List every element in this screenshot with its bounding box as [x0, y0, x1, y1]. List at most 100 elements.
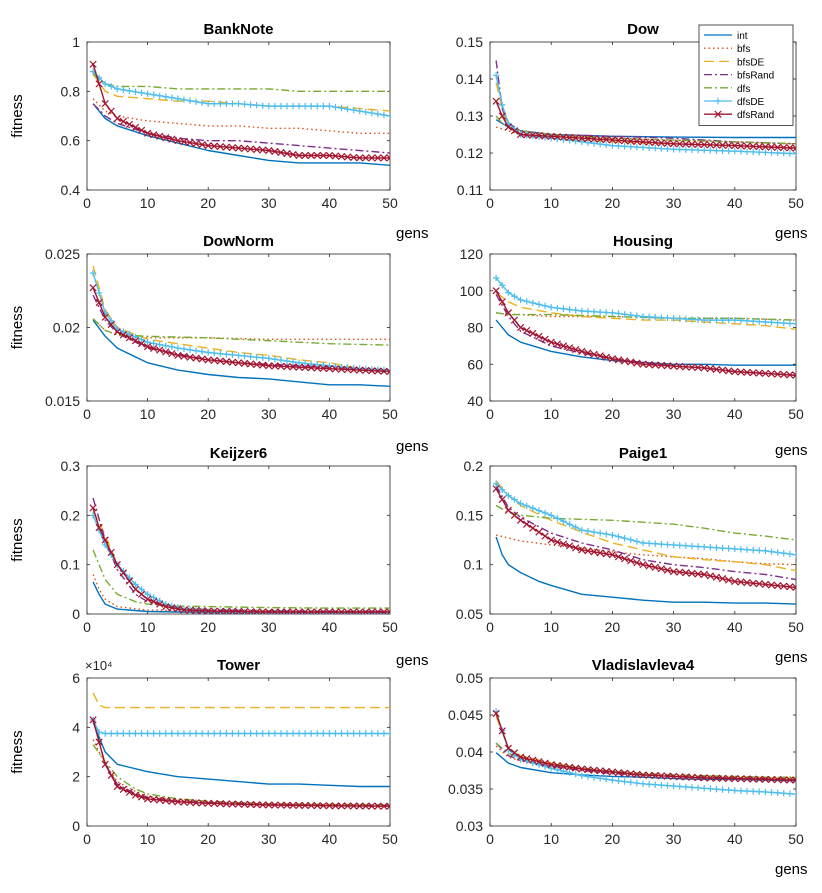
data-point-dfsRand [535, 528, 543, 536]
data-point-dfsRand [663, 139, 672, 148]
data-point-dfsRand [755, 775, 763, 783]
data-point-dfsRand [180, 606, 188, 614]
data-point-dfsDE [241, 352, 248, 360]
data-point-dfsDE [731, 787, 738, 794]
y-tick-label: 0.02 [53, 320, 80, 336]
data-point-dfsRand [89, 716, 97, 724]
chart-title: Tower [217, 657, 260, 674]
data-point-dfsRand [676, 140, 684, 148]
series-int [92, 319, 390, 387]
data-point-dfsRand [289, 608, 297, 614]
data-point-dfsDE [676, 315, 683, 322]
data-point-dfsRand [168, 797, 176, 805]
data-point-dfsDE [314, 361, 321, 368]
data-point-dfsDE [150, 594, 157, 601]
data-point-dfsRand [380, 802, 388, 810]
series-int [495, 536, 796, 605]
data-point-dfsRand [614, 356, 623, 364]
y-tick-label: 0.045 [448, 707, 483, 723]
data-point-dfsRand [319, 802, 327, 810]
data-point-dfsDE [572, 771, 579, 778]
data-point-dfsRand [651, 771, 659, 780]
data-point-dfsRand [259, 146, 267, 154]
series-line-int [92, 722, 390, 788]
data-point-dfsRand [222, 143, 231, 151]
data-point-dfsRand [529, 131, 537, 139]
data-point-dfsRand [510, 749, 519, 757]
data-point-dfsDE [265, 609, 272, 614]
data-point-dfsDE [180, 345, 188, 353]
x-axis-label: gens [775, 225, 808, 242]
data-point-dfsDE [386, 730, 390, 737]
data-point-dfsRand [386, 608, 390, 614]
data-point-dfsDE [780, 550, 787, 557]
data-point-dfsRand [216, 357, 224, 365]
data-point-dfsRand [578, 134, 586, 142]
data-point-dfsDE [578, 526, 585, 534]
data-point-dfsRand [240, 144, 249, 153]
data-point-dfsDE [265, 730, 272, 737]
data-point-dfsRand [725, 141, 733, 150]
x-axis-label: gens [396, 225, 429, 242]
data-point-dfsDE [701, 147, 708, 154]
data-point-dfsDE [792, 551, 796, 558]
data-point-dfsRand [755, 580, 763, 588]
data-point-dfsRand [559, 342, 568, 350]
data-point-dfsRand [313, 364, 321, 372]
data-point-dfsDE [713, 785, 720, 793]
data-point-dfsDE [320, 102, 327, 110]
data-point-dfsRand [516, 130, 525, 139]
x-tick-label: 20 [200, 619, 216, 635]
data-point-dfsDE [774, 549, 781, 556]
data-point-dfsRand [523, 326, 531, 335]
data-point-dfsRand [645, 771, 653, 779]
data-point-dfsRand [780, 776, 788, 784]
data-point-dfsDE [768, 548, 775, 555]
data-point-dfsDE [132, 333, 139, 341]
data-point-dfsRand [498, 495, 506, 504]
data-point-dfsDE [688, 542, 696, 550]
data-point-dfsRand [156, 600, 164, 608]
data-point-dfsRand [572, 345, 580, 354]
data-point-dfsDE [535, 301, 543, 308]
x-tick-label: 50 [788, 619, 804, 635]
data-point-dfsDE [314, 102, 321, 110]
data-point-dfsDE [768, 319, 775, 326]
series-bfsDE [92, 73, 390, 112]
data-point-dfsDE [529, 505, 537, 512]
data-point-dfsDE [332, 730, 339, 737]
data-point-dfsRand [614, 553, 623, 561]
data-point-dfsDE [192, 730, 200, 737]
data-point-dfsRand [240, 359, 249, 367]
data-point-dfsDE [101, 730, 109, 737]
legend-label: int [737, 31, 748, 42]
data-point-dfsRand [301, 608, 309, 614]
y-tick-label: 0.1 [464, 557, 484, 573]
series-dfsDE [89, 68, 390, 120]
data-point-dfsDE [609, 776, 616, 784]
data-point-dfsDE [725, 545, 732, 552]
data-point-dfsRand [578, 546, 586, 554]
data-point-dfsRand [180, 138, 188, 146]
data-point-dfsRand [584, 765, 592, 774]
data-point-dfsRand [89, 284, 97, 292]
data-point-dfsDE [694, 543, 702, 550]
data-point-dfsRand [712, 774, 721, 782]
data-point-dfsRand [761, 580, 770, 589]
data-point-dfsRand [792, 776, 796, 784]
data-point-dfsDE [368, 730, 376, 737]
data-point-dfsRand [168, 350, 176, 358]
data-point-dfsDE [132, 730, 139, 737]
data-point-dfsDE [541, 302, 549, 310]
data-point-dfsDE [259, 354, 266, 361]
data-point-dfsDE [156, 730, 163, 737]
y-tick-label: 0.4 [61, 182, 81, 198]
data-point-dfsRand [95, 298, 103, 307]
data-point-dfsDE [144, 730, 151, 737]
plot-area [489, 253, 797, 402]
data-point-dfsDE [707, 147, 714, 154]
data-point-dfsDE [132, 581, 139, 588]
series-dfsRand [89, 504, 390, 614]
data-point-dfsRand [253, 145, 261, 154]
